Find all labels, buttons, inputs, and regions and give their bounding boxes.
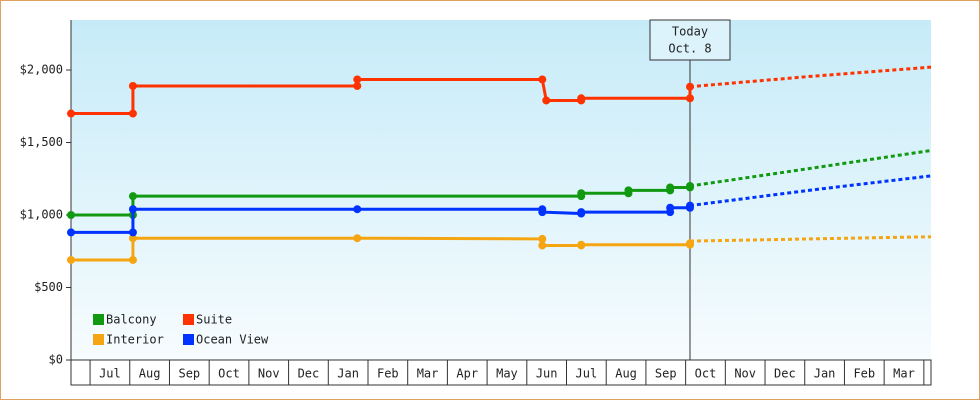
x-tick-label: Jan xyxy=(337,367,359,381)
price-point xyxy=(128,234,137,243)
legend-label: Interior xyxy=(106,333,164,347)
price-point xyxy=(577,94,586,103)
price-point xyxy=(128,109,137,118)
x-tick-label: Sep xyxy=(655,367,677,381)
plot-area xyxy=(71,20,931,360)
price-point xyxy=(67,109,75,118)
x-tick-label: Jul xyxy=(99,367,121,381)
price-point xyxy=(128,205,137,214)
x-tick-label: Aug xyxy=(139,367,161,381)
x-tick-label: Jun xyxy=(536,367,558,381)
price-point xyxy=(538,75,547,84)
price-point xyxy=(353,81,362,90)
price-point xyxy=(128,255,137,264)
today-box xyxy=(649,19,731,61)
price-point xyxy=(67,228,75,237)
price-point xyxy=(666,203,675,212)
legend-label: Ocean View xyxy=(196,333,269,347)
price-point xyxy=(67,211,75,220)
price-point xyxy=(577,240,586,249)
price-point xyxy=(538,234,547,243)
price-point xyxy=(353,205,362,214)
price-point xyxy=(128,228,137,237)
price-point xyxy=(685,182,694,191)
price-point xyxy=(353,75,362,84)
legend-swatch xyxy=(93,334,104,345)
x-tick-label: Nov xyxy=(258,367,280,381)
x-tick-label: Apr xyxy=(456,367,478,381)
forecast-line xyxy=(689,174,932,208)
x-tick-label: Jan xyxy=(814,367,836,381)
price-point xyxy=(666,183,675,192)
x-tick-label: May xyxy=(496,367,518,381)
x-tick-label: Mar xyxy=(893,367,915,381)
price-point xyxy=(538,208,547,217)
price-point xyxy=(67,255,75,264)
x-tick-label: Dec xyxy=(774,367,796,381)
price-point xyxy=(577,189,586,198)
y-tick-label: $1,000 xyxy=(20,208,63,222)
legend-swatch xyxy=(93,314,104,325)
price-point xyxy=(624,186,633,195)
y-tick-label: $500 xyxy=(34,280,63,294)
x-tick-label: Oct xyxy=(695,367,717,381)
today-label: Oct. 8 xyxy=(668,42,711,56)
forecast-line xyxy=(689,149,932,188)
price-point xyxy=(542,96,551,105)
price-point xyxy=(128,192,137,201)
price-point xyxy=(128,81,137,90)
legend-label: Suite xyxy=(196,313,232,327)
legend-swatch xyxy=(183,314,194,325)
x-tick-label: Nov xyxy=(734,367,756,381)
price-point xyxy=(538,241,547,250)
price-point xyxy=(685,94,694,103)
price-point xyxy=(353,234,362,243)
x-tick-label: Feb xyxy=(377,367,399,381)
x-tick-label: Mar xyxy=(417,367,439,381)
price-point xyxy=(685,82,694,91)
x-tick-label: Oct xyxy=(218,367,240,381)
x-tick-label: Aug xyxy=(615,367,637,381)
forecast-line xyxy=(689,65,932,89)
price-point xyxy=(685,201,694,210)
x-tick-label: Dec xyxy=(298,367,320,381)
y-tick-label: $1,500 xyxy=(20,135,63,149)
y-tick-label: $0 xyxy=(49,353,63,367)
x-tick-label: Jul xyxy=(576,367,598,381)
legend-label: Balcony xyxy=(106,313,157,327)
x-axis-box xyxy=(70,359,932,386)
price-point xyxy=(577,208,586,217)
y-tick-label: $2,000 xyxy=(20,63,63,77)
price-point xyxy=(685,239,694,248)
today-label: Today xyxy=(672,25,708,39)
x-tick-label: Sep xyxy=(178,367,200,381)
x-tick-label: Feb xyxy=(853,367,875,381)
legend-swatch xyxy=(183,334,194,345)
